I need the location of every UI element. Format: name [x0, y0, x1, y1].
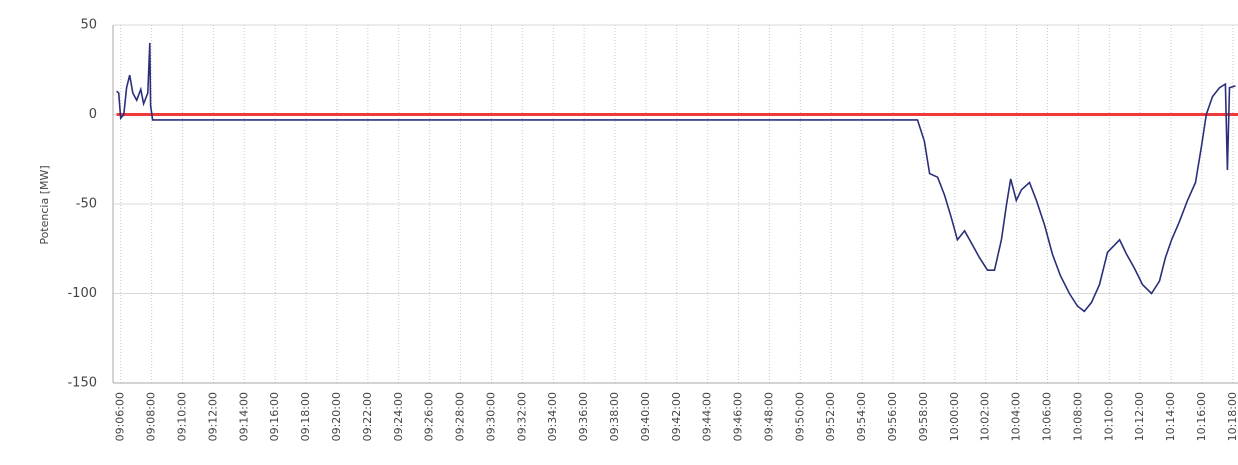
series-line: [116, 42, 1236, 313]
x-tick-label: 10:02:00: [979, 392, 992, 441]
y-tick-label: -150: [67, 376, 97, 391]
x-tick-label: 10:14:00: [1164, 392, 1177, 441]
y-axis-label: Potencia [MW]: [38, 165, 51, 244]
x-tick-label: 10:18:00: [1226, 392, 1238, 441]
x-tick-label: 09:16:00: [268, 392, 281, 441]
y-tick-label: 0: [89, 107, 97, 122]
x-tick-label: 09:46:00: [732, 392, 745, 441]
x-tick-label: 09:24:00: [392, 392, 405, 441]
x-tick-label: 09:06:00: [114, 392, 127, 441]
x-tick-label: 09:36:00: [577, 392, 590, 441]
x-tick-label: 09:44:00: [701, 392, 714, 441]
x-tick-label: 09:10:00: [176, 392, 189, 441]
x-tick-label: 09:14:00: [237, 392, 250, 441]
x-tick-label: 09:18:00: [299, 392, 312, 441]
x-tick-label: 09:52:00: [824, 392, 837, 441]
x-tick-label: 09:56:00: [886, 392, 899, 441]
y-tick-label: -100: [67, 286, 97, 301]
x-tick-label: 10:06:00: [1040, 392, 1053, 441]
x-tick-label: 09:08:00: [145, 392, 158, 441]
x-tick-label: 09:30:00: [484, 392, 497, 441]
x-tick-label: 09:54:00: [855, 392, 868, 441]
x-tick-label: 09:26:00: [423, 392, 436, 441]
x-tick-label: 09:42:00: [670, 392, 683, 441]
x-tick-label: 09:38:00: [608, 392, 621, 441]
x-tick-label: 10:08:00: [1071, 392, 1084, 441]
x-tick-label: 09:48:00: [762, 392, 775, 441]
x-tick-label: 09:34:00: [546, 392, 559, 441]
y-tick-label: -50: [76, 197, 97, 212]
x-tick-label: 09:32:00: [515, 392, 528, 441]
x-tick-label: 09:28:00: [454, 392, 467, 441]
x-tick-label: 09:58:00: [917, 392, 930, 441]
x-tick-label: 10:12:00: [1133, 392, 1146, 441]
x-tick-label: 10:10:00: [1102, 392, 1115, 441]
x-tick-label: 09:20:00: [330, 392, 343, 441]
x-tick-label: 09:40:00: [639, 392, 652, 441]
x-tick-label: 10:16:00: [1195, 392, 1208, 441]
x-tick-label: 09:50:00: [793, 392, 806, 441]
x-tick-label: 09:22:00: [361, 392, 374, 441]
x-tick-label: 10:04:00: [1010, 392, 1023, 441]
x-tick-label: 10:00:00: [948, 392, 961, 441]
x-tick-label: 09:12:00: [206, 392, 219, 441]
y-tick-label: 50: [80, 18, 97, 33]
